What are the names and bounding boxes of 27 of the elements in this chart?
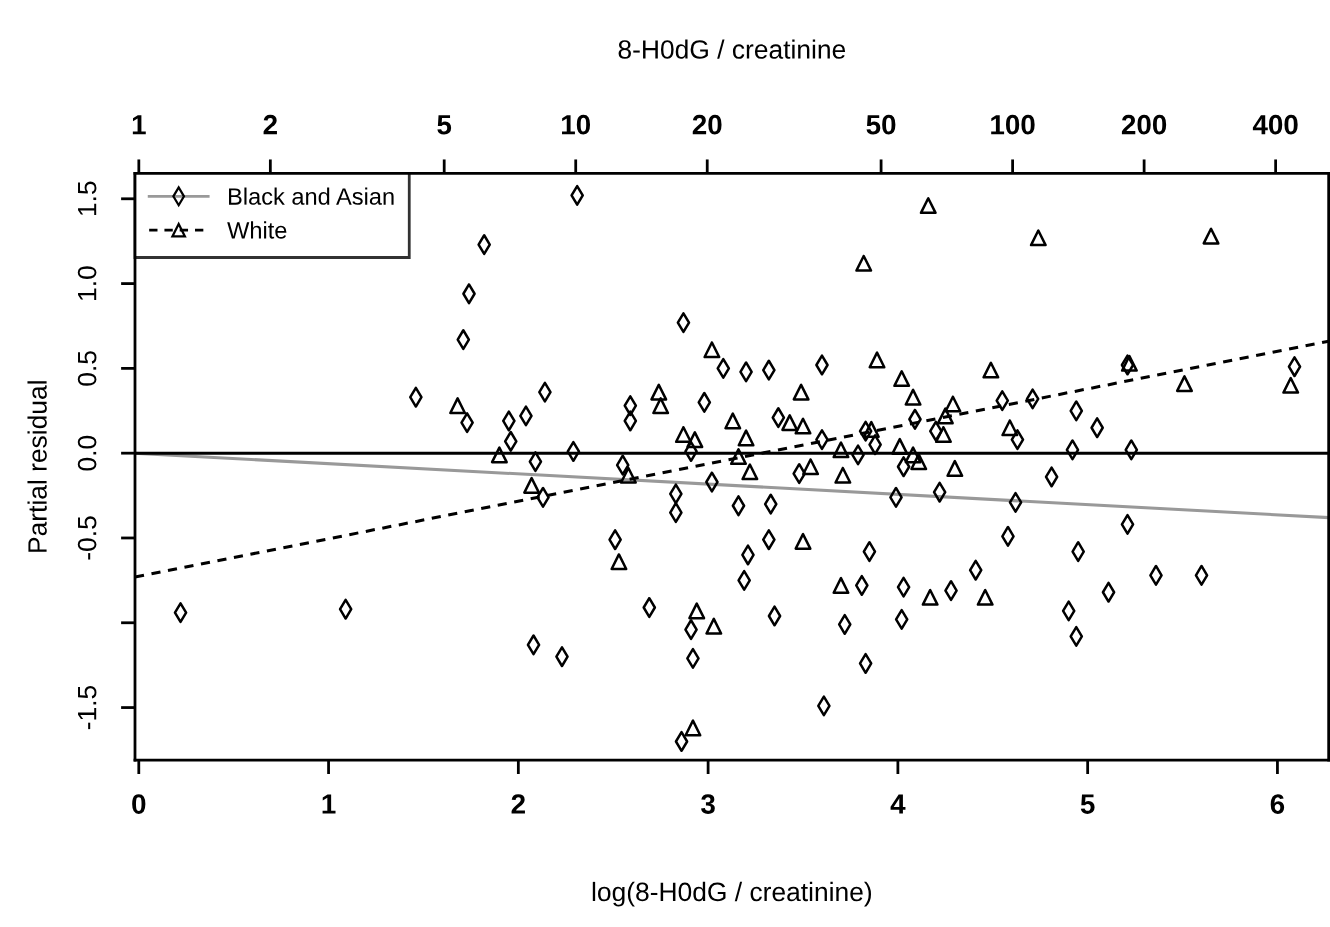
x-tick-label: 6 [1270, 794, 1285, 814]
x2-axis-title: 8-H0dG / creatinine [618, 39, 846, 59]
x2-tick-label: 50 [866, 114, 896, 135]
x2-tick-label: 100 [991, 114, 1035, 135]
x2-tick-label: 10 [562, 114, 591, 135]
x-axis-title: log(8-H0dG / creatinine) [592, 881, 872, 907]
x-tick-label: 2 [511, 794, 525, 814]
x-tick-label: 0 [132, 794, 146, 814]
x2-tick-label: 1 [132, 115, 146, 135]
x-tick-label: 3 [701, 794, 715, 814]
x2-tick-label: 2 [263, 114, 277, 135]
legend-label: White [227, 221, 287, 239]
y-tick-label: -0.5 [77, 516, 97, 560]
y-tick-label: 0.5 [77, 351, 97, 386]
y-tick-label: 1.0 [77, 266, 97, 300]
x-tick-label: 4 [890, 794, 906, 814]
x-tick-label: 1 [322, 794, 336, 814]
y-tick-label: 1.5 [78, 181, 97, 216]
x-tick-label: 5 [1080, 794, 1095, 814]
y-tick-label: 0.0 [77, 435, 97, 471]
x2-tick-label: 400 [1252, 114, 1298, 135]
y-axis-title: Partial residual [27, 381, 47, 552]
x2-tick-label: 5 [437, 115, 452, 135]
y-tick-label: -1.5 [78, 685, 97, 730]
legend-label: Black and Asian [229, 187, 394, 205]
x2-tick-label: 20 [692, 114, 722, 135]
x2-tick-label: 200 [1121, 114, 1167, 135]
